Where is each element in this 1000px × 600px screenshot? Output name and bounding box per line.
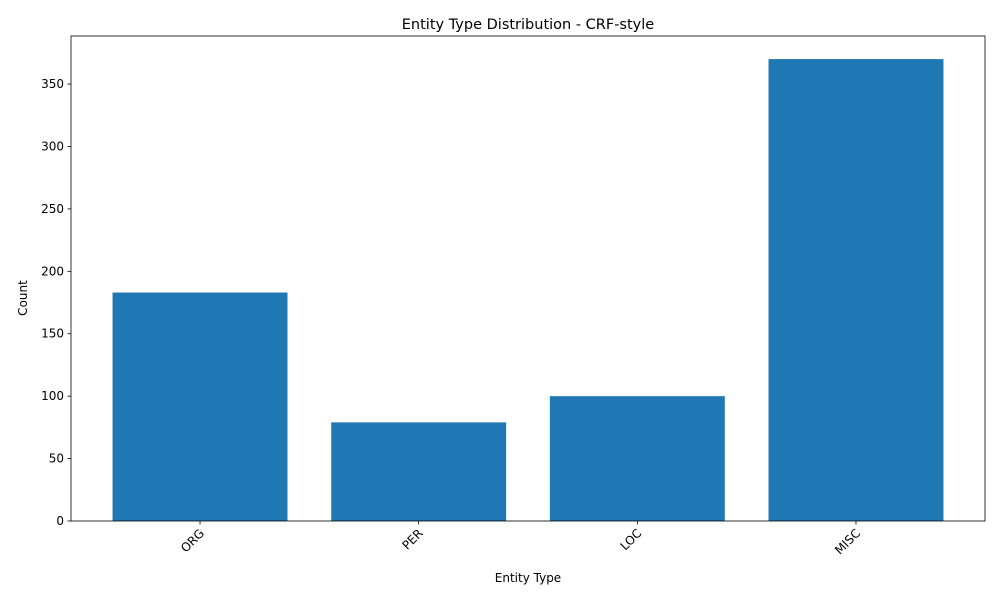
y-axis-label: Count xyxy=(16,280,30,316)
x-tick-label-org: ORG xyxy=(178,526,207,555)
y-axis: 0 50 100 150 200 250 300 350 xyxy=(41,77,71,528)
axes-spines xyxy=(70,35,986,522)
x-axis-label: Entity Type xyxy=(495,571,561,585)
y-tick-label: 150 xyxy=(41,327,64,341)
y-tick-label: 200 xyxy=(41,264,64,278)
chart-title: Entity Type Distribution - CRF-style xyxy=(402,17,655,33)
y-tick-label: 50 xyxy=(49,452,64,466)
y-tick-label: 100 xyxy=(41,389,64,403)
bar-org xyxy=(112,292,288,521)
y-tick-label: 0 xyxy=(56,514,64,528)
y-tick-label: 250 xyxy=(41,202,64,216)
axes-frame xyxy=(70,35,986,522)
y-tick-label: 300 xyxy=(41,139,64,153)
x-tick-label-misc: MISC xyxy=(832,526,863,557)
y-tick-label: 350 xyxy=(41,77,64,91)
x-tick-label-per: PER xyxy=(400,526,426,552)
bar-loc xyxy=(549,396,725,521)
bar-per xyxy=(331,422,507,521)
x-axis: ORG PER LOC MISC xyxy=(178,521,863,557)
bar-misc xyxy=(768,59,944,521)
bars xyxy=(112,59,944,521)
plot-area: 0 50 100 150 200 250 300 350 ORG PER LOC MISC xyxy=(41,35,986,557)
x-tick-label-loc: LOC xyxy=(618,526,645,553)
